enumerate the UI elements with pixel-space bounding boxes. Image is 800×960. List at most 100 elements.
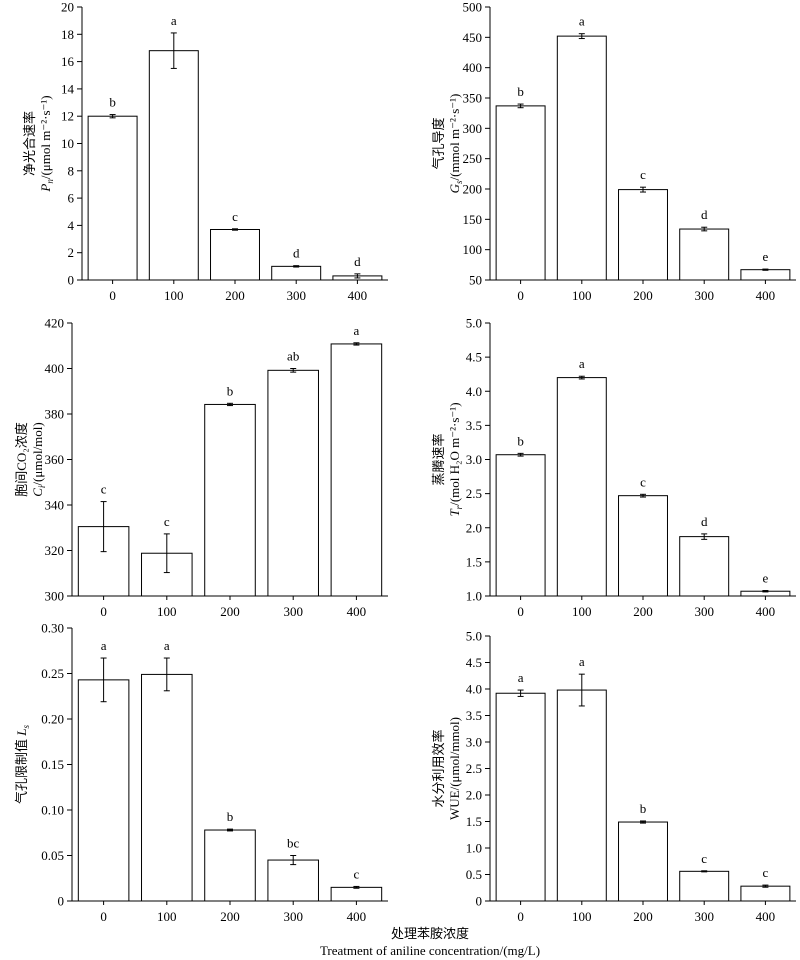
y-tick-label: 0.25: [41, 666, 64, 681]
y-tick-label: 250: [463, 151, 483, 166]
y-tick-label: 0.30: [41, 621, 64, 636]
x-tick-label: 300: [694, 604, 714, 619]
y-axis-title-chinese: 蒸腾速率: [431, 433, 446, 485]
y-tick-label: 1.0: [466, 841, 482, 856]
significance-letter: e: [763, 571, 769, 586]
significance-letter: d: [701, 514, 708, 529]
x-tick-label: 400: [348, 288, 368, 303]
y-tick-label: 1.0: [466, 589, 482, 604]
y-axis-title-symbol: Pn/(μmol m⁻²·s⁻¹): [38, 95, 55, 192]
x-tick-label: 0: [517, 288, 524, 303]
y-tick-label: 400: [45, 361, 65, 376]
significance-letter: b: [517, 433, 524, 448]
y-tick-label: 0: [476, 894, 483, 909]
x-tick-label: 100: [572, 604, 592, 619]
y-tick-label: 360: [45, 452, 65, 467]
y-tick-label: 10: [61, 136, 74, 151]
bar-0: [495, 105, 546, 281]
y-tick-label: 1.5: [466, 554, 482, 569]
y-tick-label: 3.5: [466, 708, 482, 723]
significance-letter: c: [701, 851, 707, 866]
y-tick-label: 0.20: [41, 712, 64, 727]
bar-300: [679, 536, 730, 597]
x-tick-label: 100: [572, 909, 592, 924]
y-tick-label: 0: [68, 273, 75, 288]
bar-300: [679, 870, 730, 902]
x-tick-label: 300: [283, 909, 303, 924]
x-tick-label: 200: [633, 288, 653, 303]
x-tick-label: 200: [633, 909, 653, 924]
x-tick-label: 100: [164, 288, 184, 303]
x-tick-label: 300: [694, 909, 714, 924]
y-tick-label: 0.05: [41, 848, 64, 863]
y-axis-title-chinese: 气孔导度: [431, 117, 446, 169]
y-tick-label: 0.10: [41, 803, 64, 818]
y-tick-label: 12: [61, 109, 74, 124]
y-tick-label: 320: [45, 543, 65, 558]
chart-ls: 0 0.05 0.10 0.15 0.20 0.25 0.30 a 0 a 100 b 200 bc 300…: [14, 621, 388, 924]
y-tick-label: 100: [463, 242, 483, 257]
x-tick-label: 200: [220, 909, 240, 924]
y-axis-title-symbol: Tr/(mol H₂O m⁻²·s⁻¹): [447, 402, 464, 516]
y-tick-label: 300: [45, 589, 65, 604]
y-tick-label: 2.5: [466, 761, 482, 776]
y-tick-label: 20: [61, 0, 74, 15]
significance-letter: e: [763, 249, 769, 264]
bar-0: [77, 679, 130, 902]
bar-0: [495, 692, 546, 902]
significance-letter: a: [164, 638, 170, 653]
y-tick-label: 4.0: [466, 384, 482, 399]
x-axis-title-chinese: 处理苯胺浓度: [391, 926, 469, 941]
y-tick-label: 2.0: [466, 788, 482, 803]
significance-letter: b: [227, 383, 234, 398]
significance-letter: b: [640, 801, 647, 816]
bar-400: [740, 885, 791, 902]
x-tick-label: 400: [347, 909, 367, 924]
x-tick-label: 400: [756, 909, 776, 924]
y-tick-label: 300: [463, 121, 483, 136]
y-tick-label: 3.0: [466, 452, 482, 467]
y-tick-label: 400: [463, 60, 483, 75]
y-tick-label: 500: [463, 0, 483, 15]
bar-400: [740, 269, 791, 281]
x-tick-label: 0: [100, 909, 107, 924]
bar-300: [271, 265, 322, 281]
significance-letter: a: [579, 654, 585, 669]
x-tick-label: 100: [572, 288, 592, 303]
significance-letter: b: [517, 84, 524, 99]
bar-200: [204, 403, 256, 597]
y-tick-label: 4.0: [466, 682, 482, 697]
x-tick-label: 200: [220, 604, 240, 619]
y-tick-label: 420: [45, 316, 65, 331]
bar-100: [141, 673, 193, 902]
x-tick-label: 100: [157, 604, 177, 619]
x-tick-label: 400: [347, 604, 367, 619]
y-axis-title-symbol: Ci/(μmol/mol): [30, 422, 47, 497]
y-tick-label: 8: [68, 163, 75, 178]
bar-200: [618, 495, 668, 597]
significance-letter: d: [354, 254, 361, 269]
y-tick-label: 50: [469, 273, 482, 288]
y-axis-title-chinese: 胞间CO₂浓度: [14, 422, 29, 497]
significance-letter: a: [579, 14, 585, 29]
y-tick-label: 0.15: [41, 757, 64, 772]
y-tick-label: 3.5: [466, 418, 482, 433]
chart-wue: 0 0.5 1.0 1.5 2.0 2.5 3.0 3.5 4.0 4.5 5.0 a 0 a 100 b 20…: [431, 629, 796, 924]
y-axis-title-chinese: 净光合速率: [22, 111, 37, 176]
significance-letter: d: [701, 207, 708, 222]
significance-letter: a: [101, 638, 107, 653]
y-tick-label: 0.5: [466, 867, 482, 882]
y-tick-label: 3.0: [466, 735, 482, 750]
significance-letter: c: [164, 514, 170, 529]
y-tick-label: 2.0: [466, 520, 482, 535]
significance-letter: c: [640, 474, 646, 489]
significance-letter: a: [518, 670, 524, 685]
y-axis-title-symbol: WUE/(μmol/mmol): [447, 717, 462, 820]
y-axis-title-chinese: 气孔限制值 Ls: [14, 725, 31, 805]
significance-letter: b: [227, 809, 234, 824]
x-tick-label: 100: [157, 909, 177, 924]
y-tick-label: 4.5: [466, 655, 482, 670]
bar-0: [495, 454, 546, 597]
bar-100: [556, 377, 607, 597]
x-tick-label: 200: [633, 604, 653, 619]
